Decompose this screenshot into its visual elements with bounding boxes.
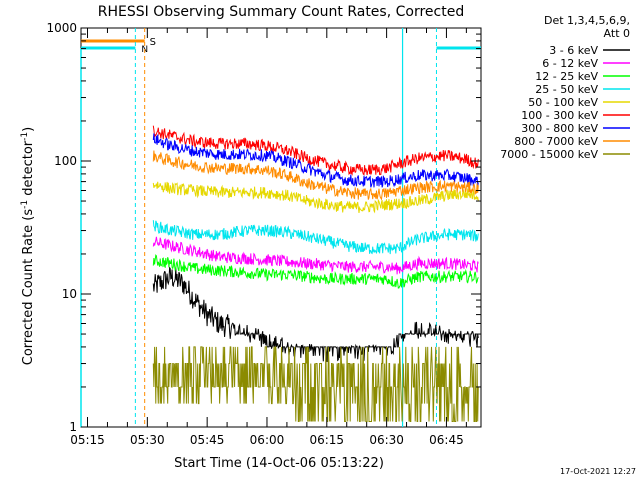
legend-label: 7000 - 15000 keV <box>500 148 598 161</box>
chart-title: RHESSI Observing Summary Count Rates, Co… <box>98 4 464 20</box>
series-line <box>152 150 479 201</box>
y-axis: 1 10 100 1000 <box>46 21 481 434</box>
legend-subtitle: Att 0 <box>604 27 630 40</box>
series-line <box>152 181 479 214</box>
legend-label: 300 - 800 keV <box>521 122 598 135</box>
footer-timestamp: 17-Oct-2021 12:27 <box>560 467 636 476</box>
x-tick-label: 05:30 <box>130 433 165 447</box>
x-tick-label: 06:45 <box>429 433 464 447</box>
series-line <box>152 220 479 255</box>
series-line <box>152 266 479 363</box>
y-tick-label: 100 <box>54 154 77 168</box>
x-axis: 05:15 05:30 05:45 06:00 06:15 06:30 06:45 <box>70 28 467 447</box>
y-tick-label: 1 <box>69 420 77 434</box>
saa-label: S <box>150 37 156 48</box>
y-tick-label: 1000 <box>46 21 77 35</box>
x-tick-label: 06:00 <box>250 433 285 447</box>
series-line <box>152 125 479 176</box>
legend-title: Det 1,3,4,5,6,9, <box>544 14 630 27</box>
series-line <box>152 236 479 275</box>
x-tick-label: 05:45 <box>190 433 225 447</box>
plot-area: SN <box>80 27 482 428</box>
y-axis-label: Corrected Count Rate (s-1 detector-1) <box>20 127 36 365</box>
series-line <box>152 346 479 422</box>
legend-label: 25 - 50 keV <box>535 83 598 96</box>
legend-label: 50 - 100 keV <box>528 96 598 109</box>
legend-label: 800 - 7000 keV <box>514 135 598 148</box>
series-line <box>152 133 479 188</box>
legend-label: 3 - 6 keV <box>549 44 598 57</box>
series-line <box>152 254 479 289</box>
x-tick-label: 05:15 <box>70 433 105 447</box>
x-axis-label: Start Time (14-Oct-06 05:13:22) <box>174 456 384 471</box>
legend-label: 100 - 300 keV <box>521 109 598 122</box>
y-tick-label: 10 <box>62 287 77 301</box>
legend-label: 6 - 12 keV <box>542 57 598 70</box>
legend-label: 12 - 25 keV <box>535 70 598 83</box>
x-tick-label: 06:30 <box>369 433 404 447</box>
x-tick-label: 06:15 <box>309 433 344 447</box>
